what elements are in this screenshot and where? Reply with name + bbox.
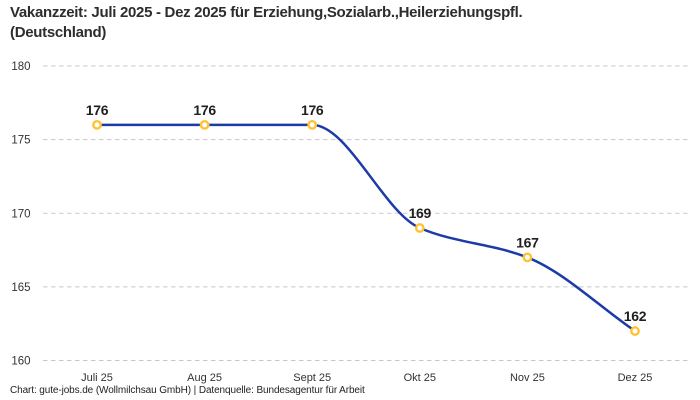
x-axis-tick-label: Juli 25	[81, 372, 113, 384]
series-line	[95, 123, 637, 333]
x-axis-tick-label: Aug 25	[187, 372, 222, 384]
chart-area: 180 175 170 165 160 Juli 25 Aug 25 Sept 25 Okt 2…	[0, 52, 700, 392]
chart-svg: 180 175 170 165 160 Juli 25 Aug 25 Sept 25 Okt 2…	[11, 61, 688, 384]
data-point-marker[interactable]	[92, 120, 102, 130]
chart-title: Vakanzzeit: Juli 2025 - Dez 2025 für Erz…	[10, 4, 523, 41]
data-point-label: 169	[409, 205, 432, 221]
y-axis-tick-label: 175	[11, 135, 30, 147]
data-point-label: 176	[193, 102, 216, 118]
data-point-label: 176	[86, 102, 109, 118]
y-axis-tick-label: 160	[11, 356, 30, 368]
y-axis-tick-label: 170	[11, 208, 30, 220]
data-point-marker[interactable]	[307, 120, 318, 130]
x-axis-tick-label: Dez 25	[618, 372, 653, 384]
data-point-label: 176	[301, 102, 324, 118]
data-point-marker[interactable]	[414, 223, 425, 233]
x-axis-tick-label: Sept 25	[293, 372, 331, 384]
data-point-marker[interactable]	[630, 326, 640, 336]
x-axis-tick-label: Okt 25	[404, 372, 436, 384]
y-axis-tick-label: 180	[11, 61, 30, 73]
data-point-label: 162	[624, 308, 647, 324]
y-axis-tick-label: 165	[11, 282, 30, 294]
data-point-marker[interactable]	[522, 252, 533, 263]
chart-footer-credit: Chart: gute-jobs.de (Wollmilchsau GmbH) …	[10, 385, 365, 396]
data-point-marker[interactable]	[199, 120, 210, 130]
data-point-label: 167	[516, 234, 539, 250]
x-axis-tick-label: Nov 25	[510, 372, 545, 384]
